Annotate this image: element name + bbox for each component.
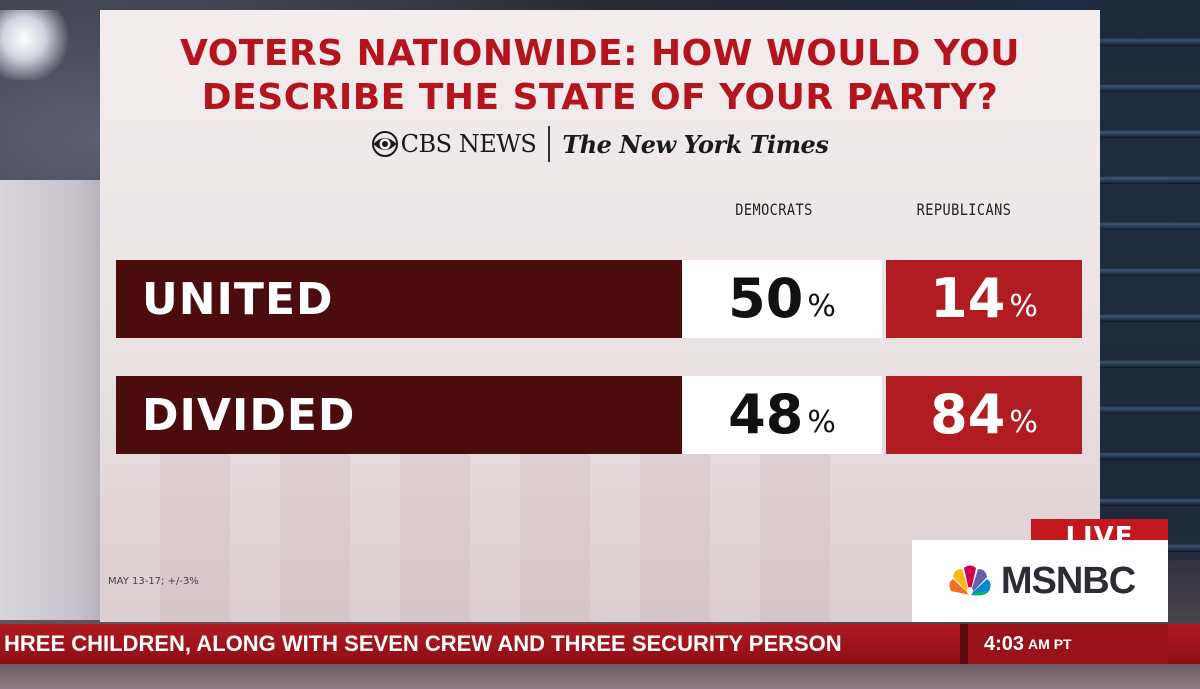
value-number: 14 xyxy=(930,267,1006,330)
column-header-republicans: REPUBLICANS xyxy=(916,200,1012,219)
row-label: DIVIDED xyxy=(116,376,682,454)
value-number: 84 xyxy=(930,383,1006,446)
poll-row-divided: DIVIDED 48% 84% xyxy=(116,376,1082,454)
studio-wall-left xyxy=(0,180,110,620)
cbs-news-logo: CBS NEWS xyxy=(371,130,537,158)
studio-light xyxy=(0,10,80,80)
value-number: 48 xyxy=(728,383,804,446)
bottom-strip xyxy=(0,664,1200,689)
democrats-value: 50% xyxy=(682,260,882,338)
percent-sign: % xyxy=(1009,288,1038,324)
ticker-separator xyxy=(960,624,968,664)
percent-sign: % xyxy=(807,288,836,324)
value-number: 50 xyxy=(728,267,804,330)
cbs-news-text: CBS NEWS xyxy=(400,130,537,158)
poll-footnote: MAY 13-17; +/-3% xyxy=(108,576,199,587)
source-divider xyxy=(548,126,551,162)
source-logos: CBS NEWS The New York Times xyxy=(100,124,1100,164)
republicans-value: 84% xyxy=(886,376,1082,454)
background-ghost xyxy=(160,440,860,622)
row-label: UNITED xyxy=(116,260,682,338)
ticker-headline: HREE CHILDREN, ALONG WITH SEVEN CREW AND… xyxy=(4,631,842,656)
percent-sign: % xyxy=(807,404,836,440)
poll-graphic: VOTERS NATIONWIDE: HOW WOULD YOU DESCRIB… xyxy=(100,10,1100,622)
title-line-1: VOTERS NATIONWIDE: HOW WOULD YOU xyxy=(179,33,1021,74)
poll-title: VOTERS NATIONWIDE: HOW WOULD YOU DESCRIB… xyxy=(100,32,1100,120)
poll-row-united: UNITED 50% 14% xyxy=(116,260,1082,338)
ticker-clock: 4:03 AM PT xyxy=(968,624,1168,664)
column-header-democrats: DEMOCRATS xyxy=(735,200,813,219)
republicans-value: 14% xyxy=(886,260,1082,338)
title-line-2: DESCRIBE THE STATE OF YOUR PARTY? xyxy=(201,77,999,118)
percent-sign: % xyxy=(1009,404,1038,440)
cbs-eye-icon xyxy=(371,131,398,157)
nbc-peacock-icon xyxy=(949,565,991,596)
democrats-value: 48% xyxy=(682,376,882,454)
nyt-logo: The New York Times xyxy=(562,129,829,159)
msnbc-logo: MSNBC xyxy=(912,540,1168,622)
clock-timezone: AM PT xyxy=(1028,636,1072,652)
studio-screens-right xyxy=(1090,0,1200,560)
clock-time: 4:03 xyxy=(984,632,1025,655)
msnbc-wordmark: MSNBC xyxy=(1000,559,1136,602)
news-ticker: HREE CHILDREN, ALONG WITH SEVEN CREW AND… xyxy=(0,624,1200,664)
